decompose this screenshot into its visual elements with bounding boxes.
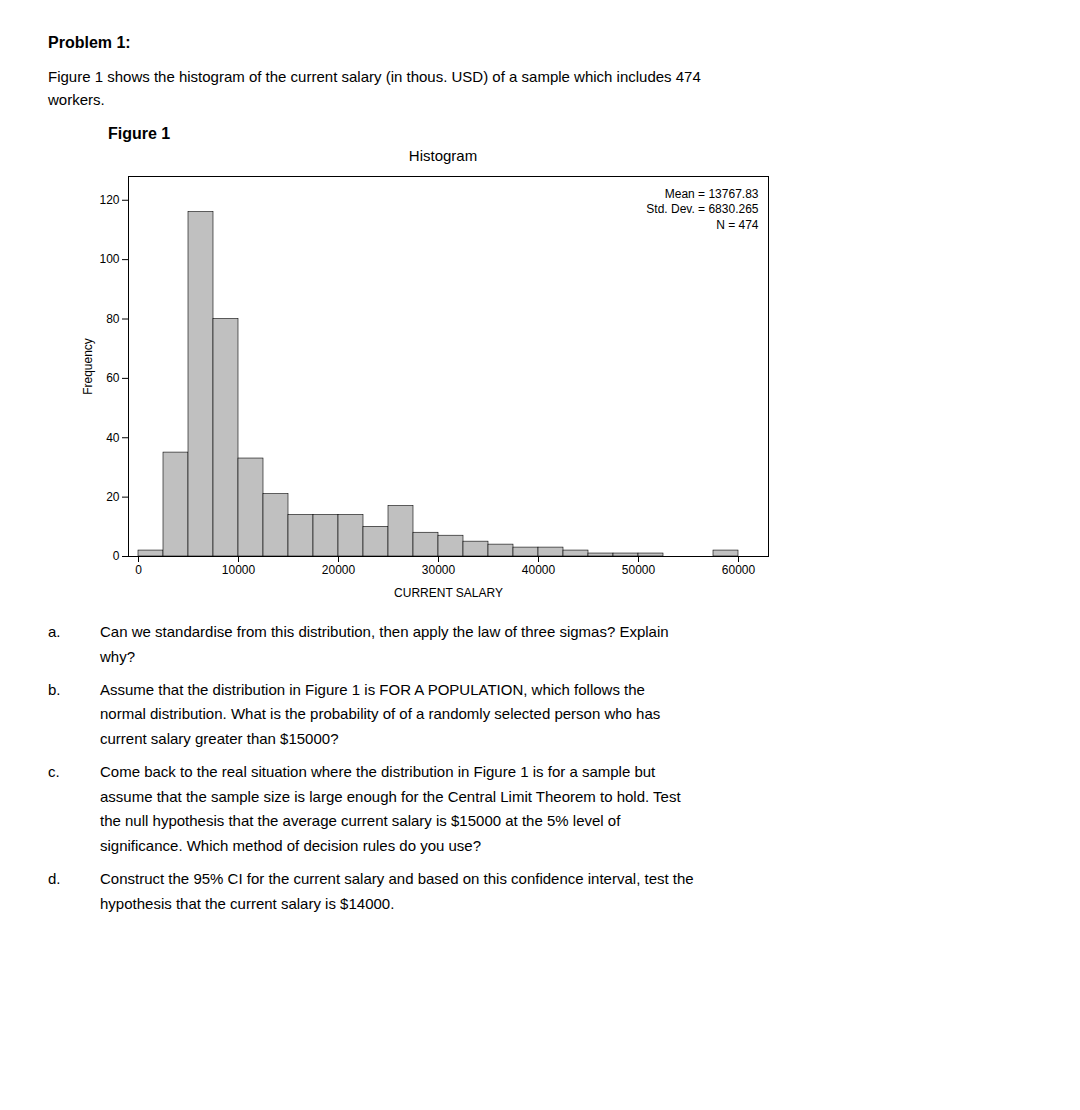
html-text:Histogram: Histogram [408,147,478,164]
svg-text:20: 20 [106,490,120,504]
html-text:d.: d. [48,869,61,887]
html-text:Figure 1 shows the histogram o: Figure 1 shows the histogram of the curr… [48,68,701,85]
svg-text:0: 0 [113,549,120,563]
svg-text:CURRENT SALARY: CURRENT SALARY [394,586,503,600]
html-text:Assume that the distribution i: Assume that the distribution in Figure 1… [100,680,661,747]
svg-text:80: 80 [106,312,120,326]
svg-text:60000: 60000 [722,563,756,577]
svg-text:Mean = 13767.83Std. Dev. = 683: Mean = 13767.83Std. Dev. = 6830.265N = 4… [646,187,759,232]
svg-text:30000: 30000 [422,563,456,577]
svg-text:100: 100 [99,252,119,266]
svg-text:20000: 20000 [322,563,356,577]
svg-text:40000: 40000 [522,563,556,577]
html-text:b.: b. [48,680,61,698]
svg-text:40: 40 [106,431,120,445]
svg-text:0: 0 [135,563,142,577]
html-text:c.: c. [48,762,60,780]
html-text:workers.: workers. [48,90,105,108]
html-text:a.: a. [48,623,61,640]
svg-text:60: 60 [106,371,120,385]
html-text:Construct the 95% CI for the c: Construct the 95% CI for the current sal… [100,869,694,912]
svg-text:Frequency: Frequency [81,338,95,395]
svg-text:10000: 10000 [222,563,256,577]
svg-text:50000: 50000 [622,563,656,577]
svg-text:120: 120 [99,193,119,207]
html-text:Problem 1:: Problem 1: [48,34,131,51]
html-text:Can we standardise from this d: Can we standardise from this distributio… [100,623,669,665]
html-text:Figure 1: Figure 1 [108,125,171,142]
html-text:Come back to the real situatio: Come back to the real situation where th… [100,762,681,854]
